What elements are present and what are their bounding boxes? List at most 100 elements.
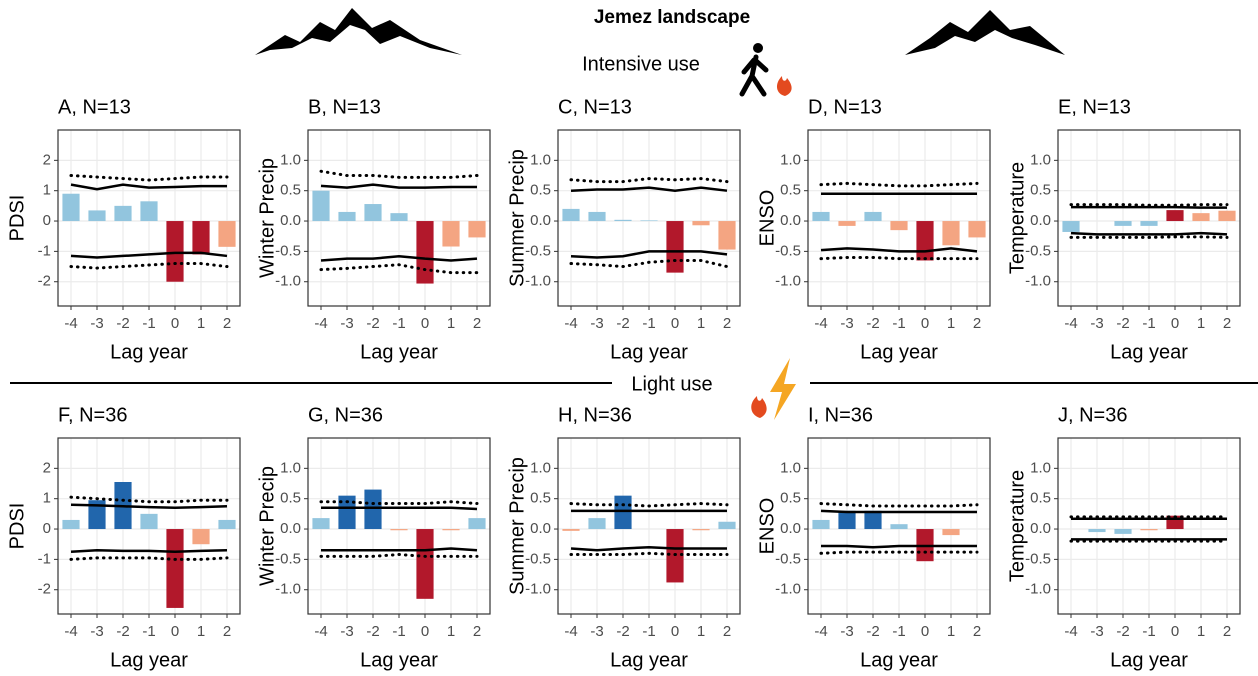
x-axis-label: Lag year [110, 341, 188, 363]
y-tick-label: -1.0 [1025, 581, 1051, 598]
panel-title: G, N=36 [308, 404, 383, 426]
y-tick-label: 0.0 [780, 212, 801, 229]
x-tick-label: 0 [921, 623, 929, 640]
panel-title: C, N=13 [558, 96, 632, 118]
confidence-line [821, 257, 977, 258]
y-tick-label: -1.0 [775, 273, 801, 290]
x-tick-label: 0 [671, 315, 679, 332]
mountain-icon [905, 10, 1065, 55]
y-axis-label: Winter Precip [256, 158, 278, 278]
mountain-icon [255, 8, 462, 55]
bar [838, 511, 855, 529]
x-tick-label: 0 [421, 623, 429, 640]
bar [468, 518, 485, 529]
bar [942, 221, 959, 245]
bar [140, 201, 157, 221]
y-tick-label: 0.0 [1030, 520, 1051, 537]
y-tick-label: -0.5 [775, 242, 801, 259]
y-tick-label: 0.0 [530, 212, 551, 229]
x-tick-label: -1 [392, 315, 405, 332]
x-tick-label: 2 [223, 315, 231, 332]
bar [1114, 221, 1131, 226]
x-tick-label: 1 [697, 623, 705, 640]
panel-title: F, N=36 [58, 404, 127, 426]
x-tick-label: -4 [564, 315, 577, 332]
y-axis-label: Winter Precip [256, 466, 278, 586]
y-tick-label: 1.0 [780, 459, 801, 476]
y-tick-label: 1 [43, 490, 51, 507]
bar [864, 511, 881, 529]
y-tick-label: 1.0 [530, 459, 551, 476]
x-tick-label: 1 [697, 315, 705, 332]
x-tick-label: 2 [973, 315, 981, 332]
y-tick-label: -1.0 [525, 581, 551, 598]
bar [62, 194, 79, 221]
bar [166, 221, 183, 282]
y-tick-label: 2 [43, 151, 51, 168]
y-tick-label: -2 [38, 273, 51, 290]
bar [640, 220, 657, 221]
y-tick-label: -0.5 [1025, 550, 1051, 567]
panel-title: D, N=13 [808, 96, 882, 118]
y-tick-label: -1.0 [775, 581, 801, 598]
bar [692, 529, 709, 530]
x-tick-label: -1 [142, 315, 155, 332]
panel-title: J, N=36 [1058, 404, 1127, 426]
y-tick-label: -0.5 [525, 242, 551, 259]
x-tick-label: 0 [171, 623, 179, 640]
y-tick-label: -0.5 [275, 242, 301, 259]
confidence-line [571, 553, 727, 554]
y-tick-label: -1.0 [275, 273, 301, 290]
x-tick-label: 2 [473, 623, 481, 640]
x-tick-label: -3 [1090, 315, 1103, 332]
x-tick-label: -2 [866, 623, 879, 640]
x-tick-label: -4 [314, 315, 327, 332]
bar [1140, 529, 1157, 530]
y-tick-label: -1.0 [1025, 273, 1051, 290]
x-tick-label: -4 [814, 315, 827, 332]
y-tick-label: 0.5 [780, 490, 801, 507]
x-tick-label: -1 [1142, 315, 1155, 332]
y-tick-label: -1.0 [525, 273, 551, 290]
bar [890, 221, 907, 230]
x-axis-label: Lag year [1110, 649, 1188, 671]
bar [62, 520, 79, 529]
x-tick-label: 1 [947, 315, 955, 332]
panel-title: H, N=36 [558, 404, 632, 426]
bar [812, 212, 829, 221]
bar [390, 529, 407, 530]
x-tick-label: 0 [671, 623, 679, 640]
bar [416, 221, 433, 284]
bar [890, 524, 907, 529]
x-tick-label: -2 [616, 623, 629, 640]
bar [588, 518, 605, 529]
x-tick-label: 0 [171, 315, 179, 332]
y-tick-label: 0.5 [1030, 490, 1051, 507]
x-tick-label: -1 [642, 623, 655, 640]
y-tick-label: 1.0 [1030, 151, 1051, 168]
confidence-line [1071, 207, 1227, 208]
bar [166, 529, 183, 608]
y-tick-label: 0.5 [280, 182, 301, 199]
x-tick-label: -2 [366, 623, 379, 640]
bar [88, 210, 105, 221]
bar [916, 221, 933, 260]
y-tick-label: -1 [38, 242, 51, 259]
y-tick-label: 0 [43, 520, 51, 537]
y-tick-label: 1 [43, 182, 51, 199]
x-tick-label: -3 [590, 315, 603, 332]
x-tick-label: -2 [116, 623, 129, 640]
bar [718, 221, 735, 250]
y-tick-label: 0.5 [530, 182, 551, 199]
x-tick-label: -3 [840, 623, 853, 640]
x-tick-label: -2 [116, 315, 129, 332]
bar [1114, 529, 1131, 534]
y-tick-label: -0.5 [775, 550, 801, 567]
x-tick-label: 2 [223, 623, 231, 640]
confidence-line [821, 511, 977, 512]
x-axis-label: Lag year [110, 649, 188, 671]
bar [312, 191, 329, 221]
x-tick-label: -4 [814, 623, 827, 640]
panel-title: B, N=13 [308, 96, 381, 118]
x-tick-label: 1 [947, 623, 955, 640]
